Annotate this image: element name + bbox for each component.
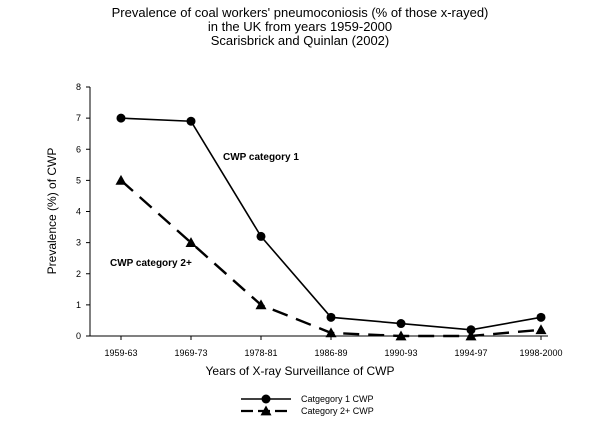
chart-title-line: in the UK from years 1959-2000 (208, 19, 392, 34)
annotation-category-2: CWP category 2+ (110, 258, 192, 269)
y-tick-label: 3 (76, 238, 81, 248)
annotation-category-1: CWP category 1 (223, 152, 299, 163)
series-2 (115, 174, 547, 341)
legend-marker (260, 405, 272, 416)
data-point (325, 327, 337, 338)
y-tick-label: 7 (76, 113, 81, 123)
data-point (466, 325, 476, 335)
x-tick-label: 1986-89 (314, 348, 347, 358)
data-point (116, 113, 126, 123)
x-tick-label: 1990-93 (384, 348, 417, 358)
series-layer (115, 113, 547, 341)
data-point (535, 324, 547, 335)
series-1 (116, 113, 546, 335)
x-tick-label: 1994-97 (454, 348, 487, 358)
data-point (256, 231, 266, 241)
data-point (255, 299, 267, 310)
data-point (396, 319, 406, 329)
x-tick-label: 1978-81 (244, 348, 277, 358)
legend: Catgegory 1 CWP Category 2+ CWP (241, 394, 374, 416)
data-point (326, 312, 336, 322)
data-point (185, 237, 197, 248)
x-tick-label: 1969-73 (174, 348, 207, 358)
y-tick-label: 6 (76, 144, 81, 154)
legend-entry: Catgegory 1 CWP (301, 394, 374, 404)
series-line-1 (120, 117, 542, 331)
y-axis-label: Prevalence (%) of CWP (45, 148, 59, 275)
chart-title-line: Scarisbrick and Quinlan (2002) (211, 33, 389, 48)
chart-title-line: Prevalence of coal workers' pneumoconios… (112, 5, 489, 20)
y-tick-label: 8 (76, 82, 81, 92)
y-tick-label: 1 (76, 300, 81, 310)
y-tick-label: 4 (76, 207, 81, 217)
data-point (115, 174, 127, 185)
y-tick-label: 0 (76, 331, 81, 341)
legend-entry: Category 2+ CWP (301, 406, 374, 416)
x-axis-ticks: 1959-63 1969-73 1978-81 1986-89 1990-93 1994-… (104, 336, 563, 358)
axes (89, 87, 548, 337)
y-tick-label: 5 (76, 175, 81, 185)
data-point (465, 330, 477, 341)
chart-title: Prevalence of coal workers' pneumoconios… (112, 5, 489, 48)
x-tick-label: 1959-63 (104, 348, 137, 358)
y-axis-ticks: 0 1 2 3 4 5 6 7 8 (76, 82, 90, 341)
x-axis-label: Years of X-ray Surveillance of CWP (206, 364, 395, 378)
legend-marker (261, 394, 271, 404)
data-point (186, 116, 196, 126)
data-point (395, 330, 407, 341)
x-tick-label: 1998-2000 (519, 348, 562, 358)
data-point (536, 312, 546, 322)
y-tick-label: 2 (76, 269, 81, 279)
